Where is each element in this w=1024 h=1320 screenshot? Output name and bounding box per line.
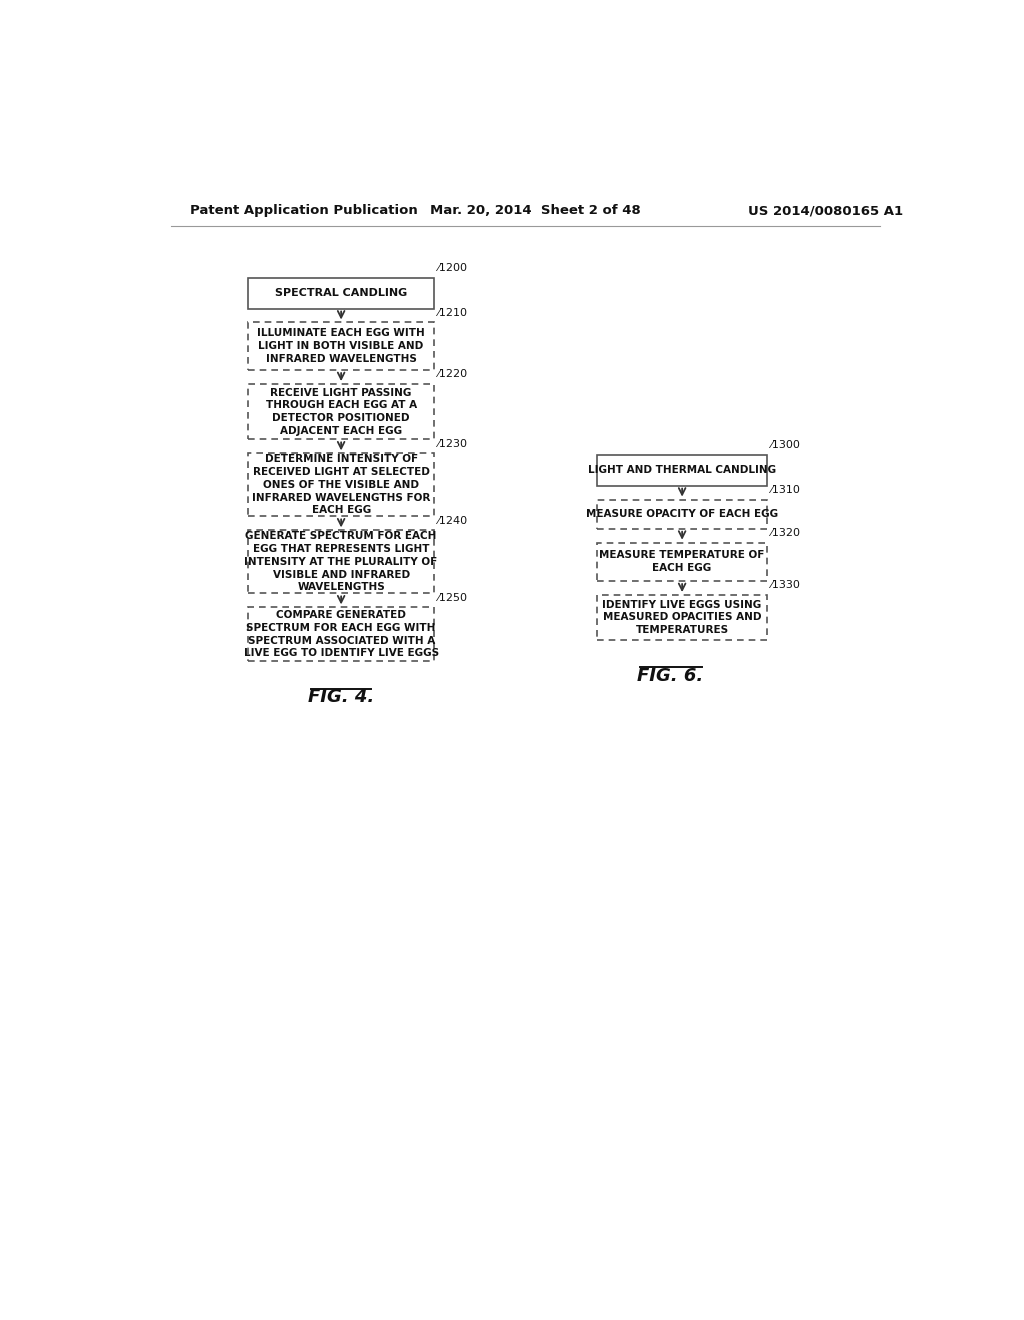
Text: DETERMINE INTENSITY OF
RECEIVED LIGHT AT SELECTED
ONES OF THE VISIBLE AND
INFRAR: DETERMINE INTENSITY OF RECEIVED LIGHT AT… [252, 454, 430, 516]
Text: ⁄1210: ⁄1210 [437, 308, 467, 318]
Text: ILLUMINATE EACH EGG WITH
LIGHT IN BOTH VISIBLE AND
INFRARED WAVELENGTHS: ILLUMINATE EACH EGG WITH LIGHT IN BOTH V… [257, 329, 425, 364]
Text: ⁄1300: ⁄1300 [770, 441, 801, 450]
Text: LIGHT AND THERMAL CANDLING: LIGHT AND THERMAL CANDLING [588, 465, 776, 475]
Text: ⁄1310: ⁄1310 [770, 484, 801, 495]
Text: Mar. 20, 2014  Sheet 2 of 48: Mar. 20, 2014 Sheet 2 of 48 [430, 205, 641, 218]
Text: FIG. 4.: FIG. 4. [308, 688, 374, 706]
Text: ⁄1330: ⁄1330 [770, 581, 801, 590]
FancyBboxPatch shape [248, 384, 434, 440]
FancyBboxPatch shape [248, 531, 434, 594]
FancyBboxPatch shape [248, 453, 434, 516]
Text: RECEIVE LIGHT PASSING
THROUGH EACH EGG AT A
DETECTOR POSITIONED
ADJACENT EACH EG: RECEIVE LIGHT PASSING THROUGH EACH EGG A… [265, 388, 417, 436]
FancyBboxPatch shape [597, 499, 767, 529]
Text: ⁄1220: ⁄1220 [437, 370, 467, 379]
FancyBboxPatch shape [248, 322, 434, 370]
Text: MEASURE OPACITY OF EACH EGG: MEASURE OPACITY OF EACH EGG [586, 510, 778, 519]
Text: ⁄1200: ⁄1200 [437, 263, 467, 273]
Text: MEASURE TEMPERATURE OF
EACH EGG: MEASURE TEMPERATURE OF EACH EGG [599, 550, 765, 573]
Text: IDENTIFY LIVE EGGS USING
MEASURED OPACITIES AND
TEMPERATURES: IDENTIFY LIVE EGGS USING MEASURED OPACIT… [602, 599, 762, 635]
Text: GENERATE SPECTRUM FOR EACH
EGG THAT REPRESENTS LIGHT
INTENSITY AT THE PLURALITY : GENERATE SPECTRUM FOR EACH EGG THAT REPR… [245, 531, 437, 593]
Text: US 2014/0080165 A1: US 2014/0080165 A1 [748, 205, 903, 218]
Text: ⁄1240: ⁄1240 [437, 516, 467, 525]
Text: ⁄1230: ⁄1230 [437, 438, 467, 449]
Text: SPECTRAL CANDLING: SPECTRAL CANDLING [275, 288, 408, 298]
FancyBboxPatch shape [597, 543, 767, 581]
Text: FIG. 6.: FIG. 6. [637, 667, 703, 685]
Text: COMPARE GENERATED
SPECTRUM FOR EACH EGG WITH
SPECTRUM ASSOCIATED WITH A
LIVE EGG: COMPARE GENERATED SPECTRUM FOR EACH EGG … [244, 610, 438, 659]
FancyBboxPatch shape [597, 455, 767, 486]
Text: ⁄1320: ⁄1320 [770, 528, 801, 539]
Text: Patent Application Publication: Patent Application Publication [190, 205, 418, 218]
Text: ⁄1250: ⁄1250 [437, 593, 467, 603]
FancyBboxPatch shape [248, 277, 434, 309]
FancyBboxPatch shape [248, 607, 434, 661]
FancyBboxPatch shape [597, 595, 767, 640]
